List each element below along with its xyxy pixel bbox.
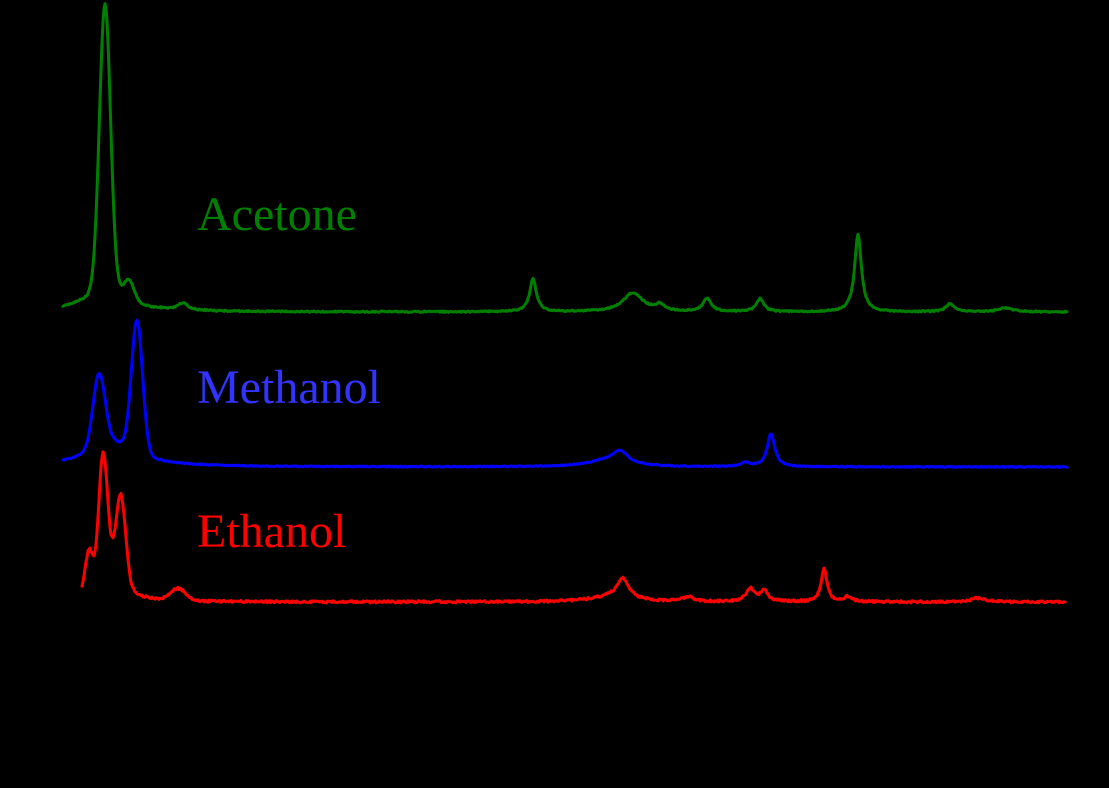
spectra-traces-group [61,2,1069,605]
methanol-spectrum-line [61,318,1069,469]
acetone-spectrum-line [61,2,1069,314]
acetone-label: Acetone [197,188,357,241]
ethanol-spectrum-line [80,450,1067,605]
methanol-label: Methanol [197,361,381,414]
ethanol-label: Ethanol [197,505,346,558]
